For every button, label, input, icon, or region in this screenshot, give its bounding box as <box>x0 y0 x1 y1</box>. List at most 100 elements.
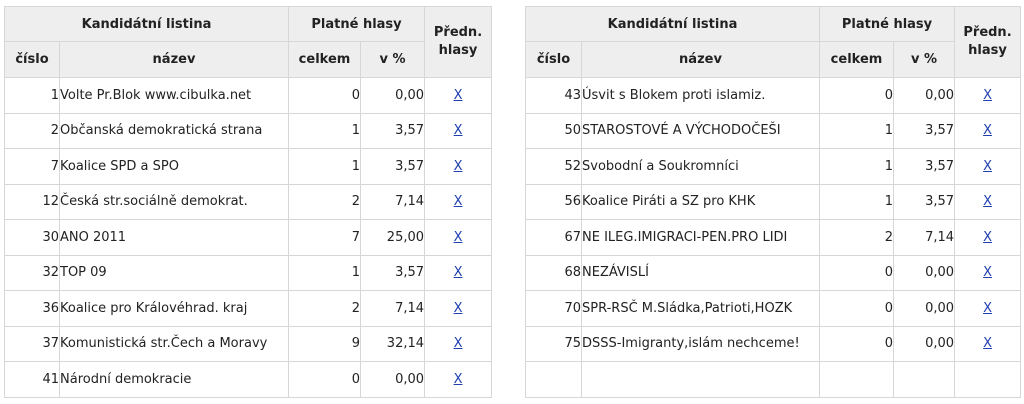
preferential-votes-cell: X <box>424 77 493 114</box>
party-name: Koalice pro Královéhrad. kraj <box>59 290 289 327</box>
party-number: 36 <box>4 290 60 327</box>
preferential-votes-cell: X <box>424 112 493 149</box>
party-name: Občanská demokratická strana <box>59 112 289 149</box>
table-row: 67 NE ILEG.IMIGRACI-PEN.PRO LIDI 2 7,14 X <box>525 219 1022 256</box>
table-row: 52 Svobodní a Soukromníci 1 3,57 X <box>525 148 1022 185</box>
preferential-votes-link[interactable]: X <box>453 371 463 387</box>
party-name: DSSS-Imigranty,islám nechceme! <box>581 325 820 362</box>
preferential-votes-link[interactable]: X <box>983 300 992 316</box>
votes-percent: 0,00 <box>892 290 956 327</box>
votes-total: 1 <box>288 148 361 185</box>
header-predn-line1: Předn. <box>963 25 1012 40</box>
party-name: Volte Pr.Blok www.cibulka.net <box>59 77 289 114</box>
votes-total: 0 <box>288 361 361 398</box>
votes-percent: 3,57 <box>359 148 426 185</box>
party-number: 41 <box>4 361 60 398</box>
votes-total: 1 <box>819 148 894 185</box>
table-row: 12 Česká str.sociálně demokrat. 2 7,14 X <box>4 183 493 220</box>
party-name: Česká str.sociálně demokrat. <box>59 183 289 220</box>
preferential-votes-link[interactable]: X <box>453 87 463 103</box>
preferential-votes-link[interactable]: X <box>983 194 992 210</box>
votes-total <box>819 361 894 398</box>
preferential-votes-link[interactable]: X <box>453 123 463 139</box>
header-nazev: název <box>59 41 289 78</box>
preferential-votes-cell: X <box>954 290 1022 327</box>
table-row: 7 Koalice SPD a SPO 1 3,57 X <box>4 148 493 185</box>
table-row: 50 STAROSTOVÉ A VÝCHODOČEŠI 1 3,57 X <box>525 112 1022 149</box>
party-name: Koalice Piráti a SZ pro KHK <box>581 183 820 220</box>
header-v-procentech: v % <box>359 41 426 78</box>
party-name: Svobodní a Soukromníci <box>581 148 820 185</box>
votes-total: 0 <box>819 290 894 327</box>
header-kandidatni-listina: Kandidátní listina <box>525 6 820 42</box>
preferential-votes-link[interactable]: X <box>983 229 992 245</box>
preferential-votes-link[interactable]: X <box>983 336 992 352</box>
preferential-votes-link[interactable]: X <box>453 300 463 316</box>
header-celkem: celkem <box>288 41 361 78</box>
votes-percent: 7,14 <box>892 219 956 256</box>
header-kandidatni-listina: Kandidátní listina <box>4 6 289 42</box>
header-celkem: celkem <box>819 41 894 78</box>
table-row: 30 ANO 2011 7 25,00 X <box>4 219 493 256</box>
party-name: NE ILEG.IMIGRACI-PEN.PRO LIDI <box>581 219 820 256</box>
preferential-votes-link[interactable]: X <box>453 265 463 281</box>
preferential-votes-link[interactable]: X <box>453 229 463 245</box>
preferential-votes-link[interactable]: X <box>453 158 463 174</box>
preferential-votes-cell: X <box>424 148 493 185</box>
preferential-votes-link[interactable]: X <box>453 336 463 352</box>
party-number: 56 <box>525 183 582 220</box>
table-row: 36 Koalice pro Královéhrad. kraj 2 7,14 X <box>4 290 493 327</box>
header-predn-line2: hlasy <box>438 43 478 58</box>
party-name: Úsvit s Blokem proti islamiz. <box>581 77 820 114</box>
preferential-votes-link[interactable]: X <box>453 194 463 210</box>
party-number: 12 <box>4 183 60 220</box>
votes-percent: 0,00 <box>359 77 426 114</box>
preferential-votes-link[interactable]: X <box>983 265 992 281</box>
party-number: 67 <box>525 219 582 256</box>
votes-percent: 32,14 <box>359 325 426 362</box>
party-name: ANO 2011 <box>59 219 289 256</box>
party-name: STAROSTOVÉ A VÝCHODOČEŠI <box>581 112 820 149</box>
votes-percent: 0,00 <box>892 77 956 114</box>
preferential-votes-cell: X <box>954 254 1022 291</box>
votes-total: 0 <box>819 325 894 362</box>
party-name: Koalice SPD a SPO <box>59 148 289 185</box>
preferential-votes-link[interactable]: X <box>983 123 992 139</box>
preferential-votes-cell: X <box>424 325 493 362</box>
votes-total: 9 <box>288 325 361 362</box>
party-number: 2 <box>4 112 60 149</box>
votes-total: 7 <box>288 219 361 256</box>
preferential-votes-link[interactable]: X <box>983 158 992 174</box>
votes-percent: 7,14 <box>359 183 426 220</box>
table-row <box>525 361 1022 398</box>
votes-percent: 0,00 <box>892 325 956 362</box>
header-cislo: číslo <box>525 41 582 78</box>
votes-percent: 0,00 <box>359 361 426 398</box>
table-row: 43 Úsvit s Blokem proti islamiz. 0 0,00 X <box>525 77 1022 114</box>
votes-percent: 3,57 <box>892 148 956 185</box>
header-platne-hlasy: Platné hlasy <box>818 6 956 42</box>
preferential-votes-cell: X <box>954 112 1022 149</box>
preferential-votes-link[interactable]: X <box>983 87 992 103</box>
table-row: 75 DSSS-Imigranty,islám nechceme! 0 0,00 X <box>525 325 1022 362</box>
header-row-top: Kandidátní listina Platné hlasy Předn. h… <box>4 6 493 78</box>
votes-percent: 3,57 <box>892 183 956 220</box>
votes-total: 2 <box>288 183 361 220</box>
votes-total: 1 <box>819 112 894 149</box>
preferential-votes-cell: X <box>424 183 493 220</box>
table-row: 70 SPR-RSČ M.Sládka,Patrioti,HOZK 0 0,00 X <box>525 290 1022 327</box>
votes-total: 1 <box>288 254 361 291</box>
preferential-votes-cell: X <box>954 325 1022 362</box>
votes-total: 1 <box>819 183 894 220</box>
header-platne-hlasy: Platné hlasy <box>287 6 426 42</box>
header-predn-line2: hlasy <box>968 43 1007 58</box>
party-number: 37 <box>4 325 60 362</box>
preferential-votes-cell: X <box>954 219 1022 256</box>
results-table-left: Kandidátní listina Platné hlasy Předn. h… <box>4 6 493 398</box>
party-number: 32 <box>4 254 60 291</box>
votes-total: 1 <box>288 112 361 149</box>
party-number: 43 <box>525 77 582 114</box>
party-number: 30 <box>4 219 60 256</box>
party-name: SPR-RSČ M.Sládka,Patrioti,HOZK <box>581 290 820 327</box>
party-number: 68 <box>525 254 582 291</box>
